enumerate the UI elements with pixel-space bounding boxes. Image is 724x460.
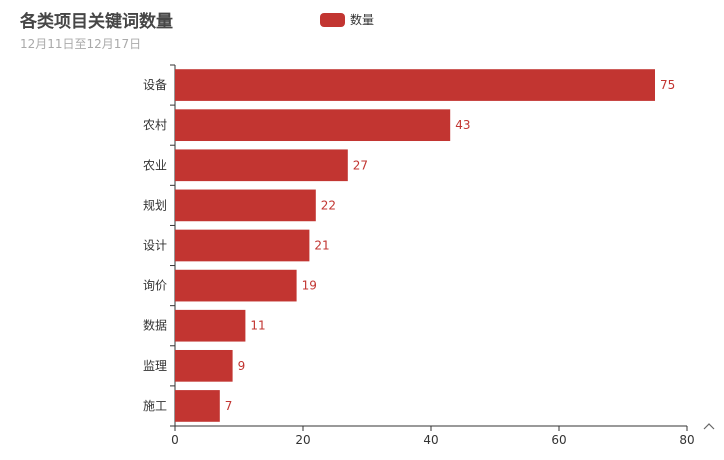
- data-label: 9: [238, 359, 246, 373]
- chevron-up-icon[interactable]: [701, 418, 717, 434]
- data-label: 7: [225, 399, 233, 413]
- bar: [175, 229, 310, 262]
- category-label: 农村: [143, 118, 167, 132]
- category-label: 施工: [143, 399, 167, 413]
- bar: [175, 109, 451, 142]
- legend-label: 数量: [350, 13, 375, 27]
- bar: [175, 390, 220, 422]
- data-label: 75: [660, 78, 675, 92]
- bar: [175, 309, 246, 342]
- data-label: 22: [321, 198, 336, 212]
- category-label: 设备: [143, 78, 167, 92]
- category-label: 农业: [143, 158, 167, 172]
- chart-title: 各类项目关键词数量: [20, 12, 173, 32]
- x-tick-label: 40: [423, 433, 438, 447]
- bar: [175, 189, 316, 222]
- bar: [175, 69, 655, 101]
- category-label: 规划: [143, 197, 167, 212]
- bar: [175, 149, 348, 182]
- category-label: 询价: [143, 279, 167, 293]
- x-tick-label: 80: [679, 433, 694, 447]
- x-tick-label: 0: [171, 433, 179, 447]
- data-label: 21: [314, 239, 329, 253]
- bar: [175, 349, 233, 382]
- data-label: 43: [455, 118, 470, 132]
- category-label: 数据: [143, 318, 167, 333]
- data-label: 19: [302, 279, 317, 293]
- x-tick-label: 20: [295, 433, 310, 447]
- x-tick-label: 60: [551, 433, 566, 447]
- category-label: 设计: [143, 239, 167, 253]
- bar: [175, 269, 297, 302]
- legend-swatch: [320, 12, 345, 27]
- legend-item[interactable]: 数量: [320, 11, 374, 28]
- chart-subtitle: 12月11日至12月17日: [20, 37, 142, 51]
- data-label: 11: [250, 319, 265, 333]
- data-label: 27: [353, 158, 368, 172]
- category-label: 监理: [143, 359, 167, 373]
